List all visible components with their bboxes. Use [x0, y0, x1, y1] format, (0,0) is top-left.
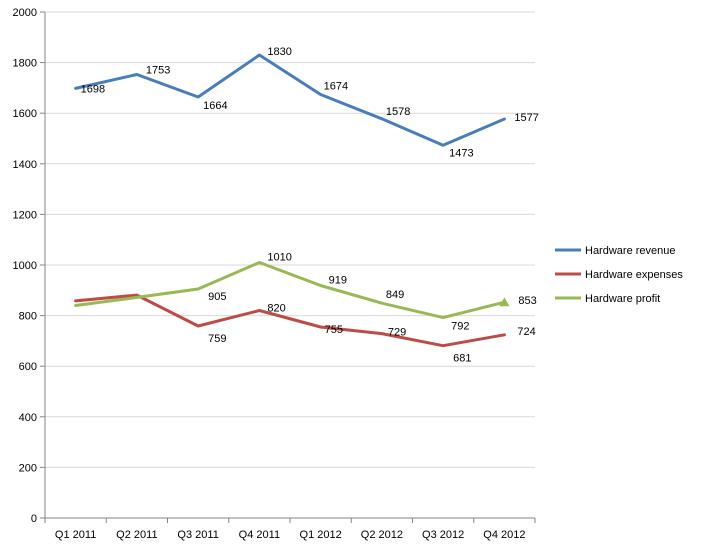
data-label: 681: [453, 353, 471, 365]
data-point: [74, 299, 77, 302]
x-tick-label: Q1 2012: [300, 529, 342, 541]
data-label: 1577: [514, 112, 538, 124]
data-label: 1753: [146, 64, 170, 76]
axes: 0 200 400 600 800 1000 1200 1400 1600 1800 2000 Q1 …: [13, 7, 536, 541]
data-point: [258, 309, 261, 312]
legend-entry: Hardware profit: [585, 293, 660, 305]
data-label: 1010: [267, 251, 291, 263]
series-line-2: [74, 261, 506, 320]
data-label: 792: [451, 321, 469, 333]
series-lines: [74, 53, 510, 348]
data-point: [380, 117, 383, 120]
data-label: 1830: [267, 46, 291, 58]
data-point: [380, 302, 383, 305]
y-tick-label: 200: [19, 462, 37, 474]
data-label: 849: [386, 289, 404, 301]
data-point: [258, 54, 261, 57]
x-tick-label: Q4 2011: [239, 529, 280, 541]
gridlines: [45, 11, 535, 468]
data-point: [135, 73, 138, 76]
data-point: [197, 96, 200, 99]
data-label: 729: [388, 327, 406, 339]
legend-entry: Hardware revenue: [585, 245, 676, 257]
data-point: [74, 304, 77, 307]
x-tick-label: Q2 2012: [361, 529, 403, 541]
data-point: [442, 344, 445, 347]
data-label: 1674: [324, 80, 348, 92]
data-point: [503, 333, 506, 336]
data-label: 759: [208, 333, 226, 345]
y-tick-label: 800: [19, 311, 37, 323]
data-label: 919: [329, 274, 347, 286]
y-tick-label: 1800: [13, 58, 37, 70]
data-point: [442, 144, 445, 147]
x-tick-label: Q1 2011: [55, 529, 96, 541]
series-line-0: [74, 53, 506, 147]
data-label: 1698: [81, 83, 105, 95]
data-point: [197, 324, 200, 327]
data-label: 853: [518, 295, 536, 307]
data-point: [319, 325, 322, 328]
data-point: [380, 332, 383, 335]
data-point: [442, 316, 445, 319]
y-tick-label: 1400: [13, 159, 37, 171]
data-label: 1473: [449, 147, 473, 159]
x-tick-label: Q3 2011: [177, 529, 218, 541]
x-tick-label: Q3 2012: [422, 529, 464, 541]
data-point: [197, 288, 200, 291]
y-tick-label: 1200: [13, 209, 37, 221]
end-marker: [499, 297, 510, 307]
x-tick-label: Q2 2011: [116, 529, 157, 541]
data-label: 1578: [386, 106, 410, 118]
y-tick-label: 2000: [13, 7, 37, 19]
data-label: 724: [517, 326, 535, 338]
data-label: 905: [208, 291, 226, 303]
data-label: 755: [325, 324, 343, 336]
data-labels: 1698 1753 1664 1830 1674 1578 1473 1577 759 820 75…: [81, 46, 539, 365]
data-point: [503, 118, 506, 121]
data-label: 1664: [203, 100, 227, 112]
series-line-1: [74, 293, 506, 348]
legend-entry: Hardware expenses: [585, 269, 683, 281]
y-tick-label: 1600: [13, 108, 37, 120]
y-tick-label: 1000: [13, 260, 37, 272]
y-tick-label: 0: [31, 513, 37, 525]
data-point: [319, 93, 322, 96]
x-tick-label: Q4 2012: [483, 529, 525, 541]
data-point: [74, 87, 77, 90]
data-label: 820: [267, 303, 285, 315]
data-point: [135, 296, 138, 299]
y-tick-label: 600: [19, 361, 37, 373]
data-point: [319, 284, 322, 287]
data-point: [258, 261, 261, 264]
legend: Hardware revenue Hardware expenses Hardwar…: [555, 245, 683, 305]
y-tick-label: 400: [19, 412, 37, 424]
